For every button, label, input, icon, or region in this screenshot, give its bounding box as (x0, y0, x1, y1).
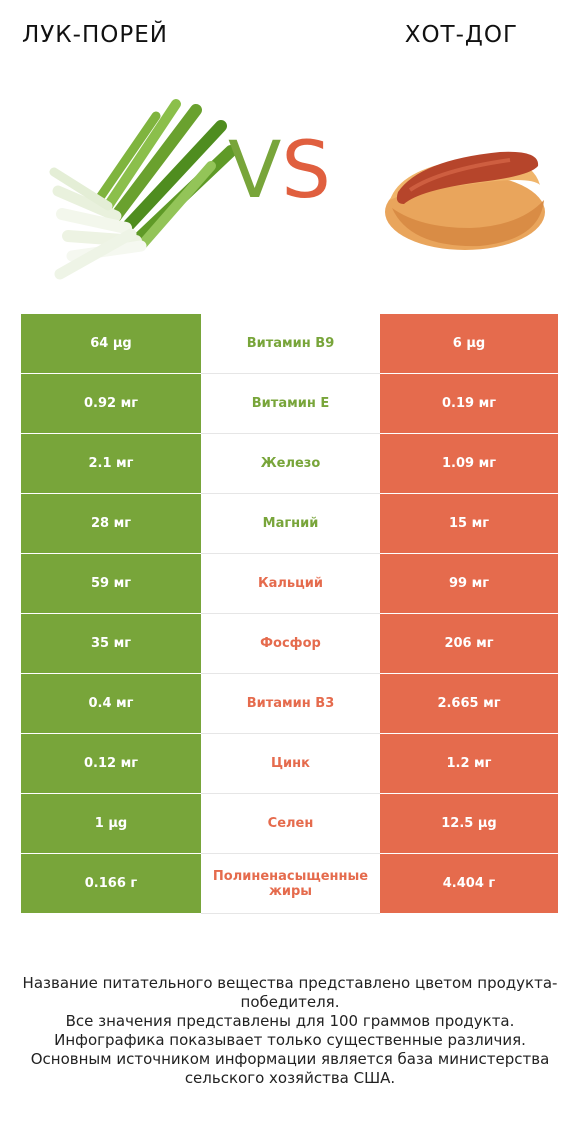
nutrient-name: Кальций (201, 553, 380, 614)
right-value: 6 µg (380, 314, 558, 374)
nutrient-name: Магний (201, 493, 380, 554)
left-value: 28 мг (21, 493, 201, 554)
right-value: 2.665 мг (380, 673, 558, 734)
table-row: 0.92 мг Витамин E 0.19 мг (21, 373, 558, 434)
left-value: 2.1 мг (21, 433, 201, 494)
footer-notes: Название питательного вещества представл… (20, 974, 560, 1088)
vs-label: VS (228, 132, 331, 210)
footer-line-2: Все значения представлены для 100 граммо… (65, 1012, 515, 1030)
table-row: 28 мг Магний 15 мг (21, 493, 558, 554)
right-value: 4.404 г (380, 853, 558, 914)
table-row: 35 мг Фосфор 206 мг (21, 613, 558, 674)
left-value: 59 мг (21, 553, 201, 614)
right-value: 1.2 мг (380, 733, 558, 794)
right-value: 99 мг (380, 553, 558, 614)
footer-line-4: Основным источником информации является … (30, 1050, 550, 1087)
left-value: 1 µg (21, 793, 201, 854)
left-value: 35 мг (21, 613, 201, 674)
nutrient-name: Цинк (201, 733, 380, 794)
left-value: 0.4 мг (21, 673, 201, 734)
comparison-table: 64 µg Витамин B9 6 µg 0.92 мг Витамин E 0.19 … (21, 314, 558, 914)
left-value: 0.166 г (21, 853, 201, 914)
left-value: 64 µg (21, 314, 201, 374)
table-row: 64 µg Витамин B9 6 µg (21, 314, 558, 374)
right-value: 206 мг (380, 613, 558, 674)
table-row: 1 µg Селен 12.5 µg (21, 793, 558, 854)
leek-image (49, 99, 236, 280)
left-value: 0.12 мг (21, 733, 201, 794)
right-product-title: ХОТ-ДОГ (404, 22, 518, 48)
left-value: 0.92 мг (21, 373, 201, 434)
table-row: 0.4 мг Витамин B3 2.665 мг (21, 673, 558, 734)
right-value: 15 мг (380, 493, 558, 554)
nutrient-name: Витамин B9 (201, 314, 380, 374)
table-row: 0.166 г Полиненасыщенные жиры 4.404 г (21, 853, 558, 914)
vs-s-letter: S (281, 126, 331, 216)
table-row: 2.1 мг Железо 1.09 мг (21, 433, 558, 494)
right-value: 12.5 µg (380, 793, 558, 854)
nutrient-name: Фосфор (201, 613, 380, 674)
left-product-title: ЛУК-ПОРЕЙ (22, 22, 168, 48)
footer-line-1: Название питательного вещества представл… (22, 974, 558, 1011)
nutrient-name: Железо (201, 433, 380, 494)
nutrient-name: Витамин B3 (201, 673, 380, 734)
right-value: 0.19 мг (380, 373, 558, 434)
vs-v-letter: V (228, 126, 282, 216)
nutrient-name: Полиненасыщенные жиры (201, 853, 380, 914)
hotdog-image (385, 151, 545, 250)
right-value: 1.09 мг (380, 433, 558, 494)
nutrient-name: Селен (201, 793, 380, 854)
footer-line-3: Инфографика показывает только существенн… (54, 1031, 526, 1049)
nutrient-name: Витамин E (201, 373, 380, 434)
table-row: 0.12 мг Цинк 1.2 мг (21, 733, 558, 794)
table-row: 59 мг Кальций 99 мг (21, 553, 558, 614)
